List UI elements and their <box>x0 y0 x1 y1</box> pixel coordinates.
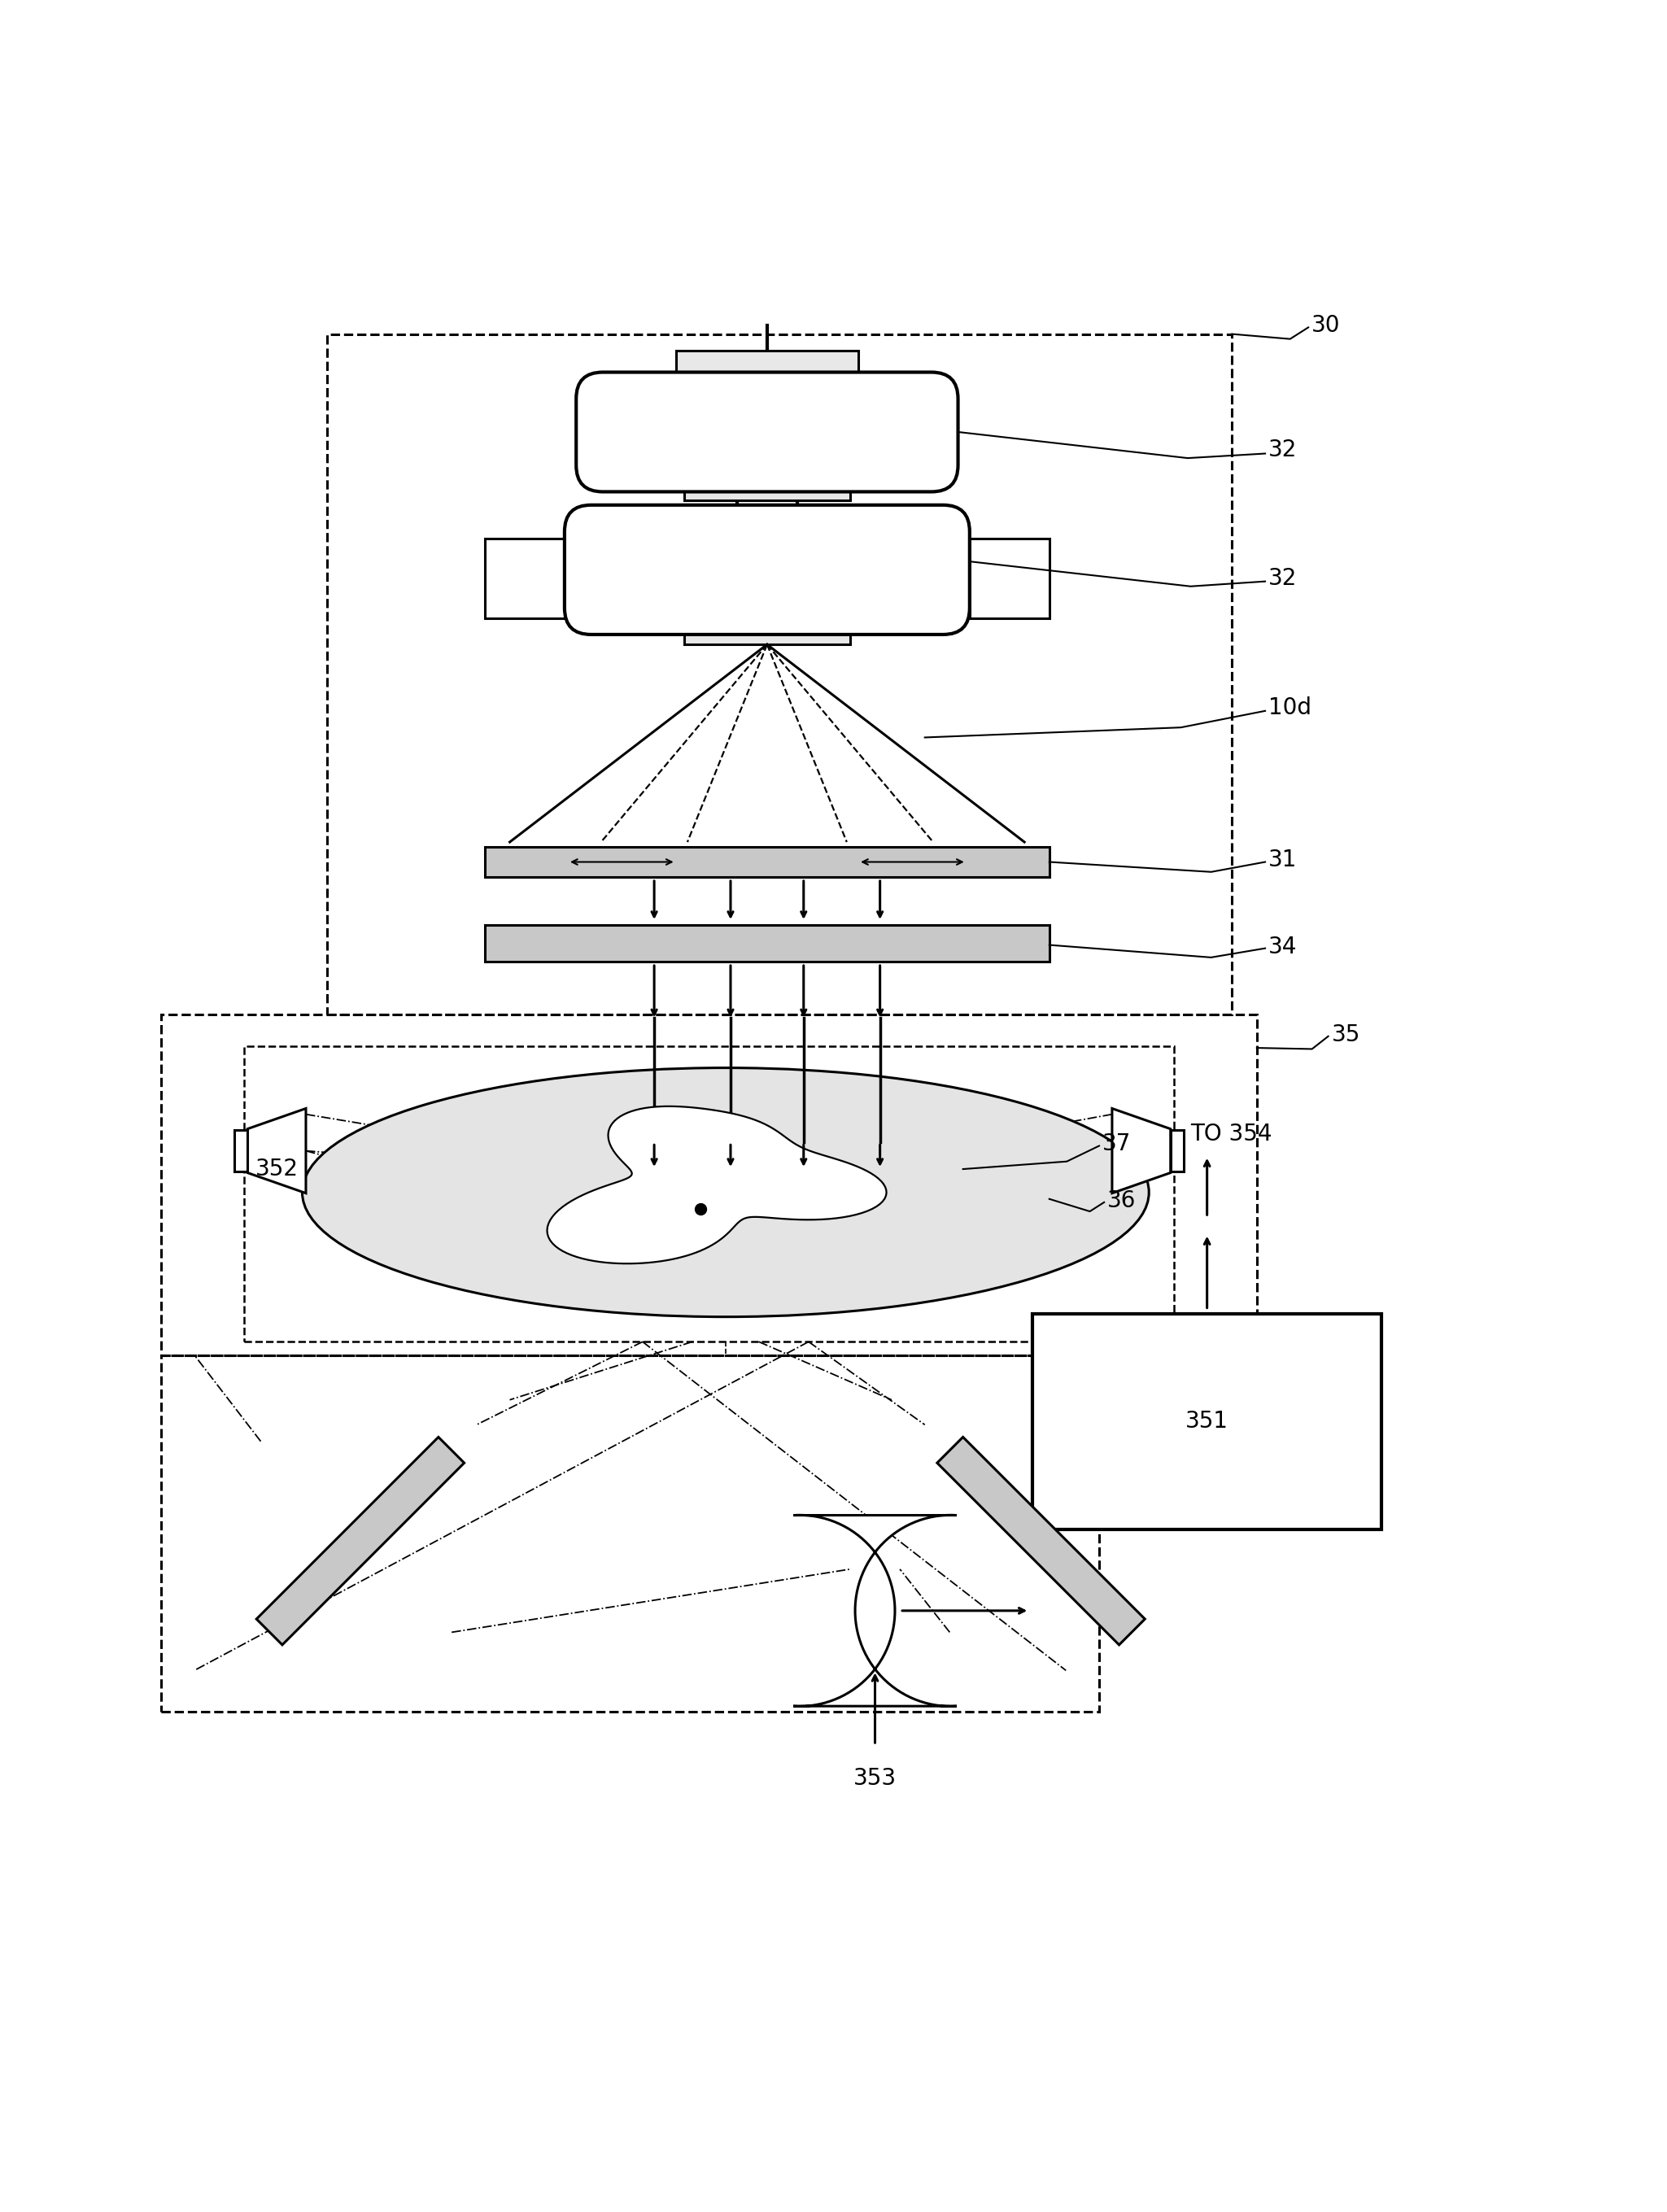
Text: 36: 36 <box>1107 1190 1137 1212</box>
Polygon shape <box>1170 1130 1184 1172</box>
Bar <box>162 1356 1099 1712</box>
Polygon shape <box>937 1438 1145 1646</box>
Bar <box>485 847 1049 876</box>
Bar <box>243 1046 1174 1343</box>
Text: 32: 32 <box>1269 438 1297 462</box>
Polygon shape <box>547 1106 887 1263</box>
Bar <box>162 1015 1257 1356</box>
Text: TO 354: TO 354 <box>1190 1124 1272 1146</box>
Polygon shape <box>247 1108 305 1192</box>
FancyBboxPatch shape <box>577 372 959 491</box>
Bar <box>327 334 1232 1015</box>
Polygon shape <box>1112 1108 1170 1192</box>
Text: 352: 352 <box>255 1157 298 1181</box>
Text: 10d: 10d <box>1269 697 1312 719</box>
Polygon shape <box>235 1130 247 1172</box>
Bar <box>485 925 1049 962</box>
Bar <box>485 538 565 617</box>
Text: 351: 351 <box>1185 1409 1229 1433</box>
Bar <box>683 480 850 500</box>
Ellipse shape <box>302 1068 1149 1316</box>
Text: 30: 30 <box>1312 314 1340 336</box>
Polygon shape <box>793 1515 957 1705</box>
Bar <box>675 352 859 372</box>
Text: 31: 31 <box>1269 849 1297 872</box>
Bar <box>1034 1314 1382 1528</box>
Text: 37: 37 <box>1102 1133 1132 1155</box>
Bar <box>683 624 850 644</box>
Text: 353: 353 <box>854 1767 897 1790</box>
Text: 34: 34 <box>1269 936 1297 958</box>
FancyBboxPatch shape <box>565 504 970 635</box>
Text: 35: 35 <box>1332 1024 1360 1046</box>
Bar <box>970 538 1049 617</box>
Bar <box>683 515 850 535</box>
Polygon shape <box>257 1438 463 1646</box>
Text: 32: 32 <box>1269 566 1297 588</box>
